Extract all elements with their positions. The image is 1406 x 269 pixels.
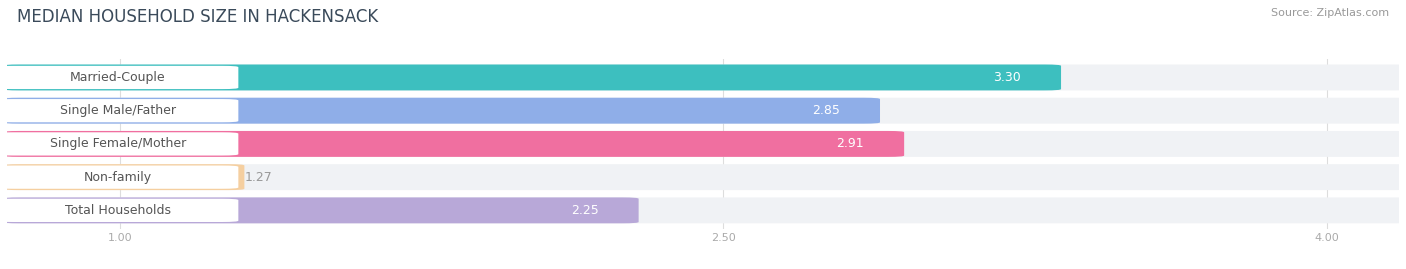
FancyBboxPatch shape — [0, 165, 239, 189]
Text: MEDIAN HOUSEHOLD SIZE IN HACKENSACK: MEDIAN HOUSEHOLD SIZE IN HACKENSACK — [17, 8, 378, 26]
FancyBboxPatch shape — [3, 164, 245, 190]
FancyBboxPatch shape — [0, 65, 1406, 90]
FancyBboxPatch shape — [0, 131, 1406, 157]
Text: Total Households: Total Households — [65, 204, 170, 217]
Text: 2.85: 2.85 — [811, 104, 839, 117]
FancyBboxPatch shape — [0, 164, 1406, 190]
Text: Married-Couple: Married-Couple — [70, 71, 166, 84]
Text: Non-family: Non-family — [83, 171, 152, 184]
FancyBboxPatch shape — [0, 99, 239, 122]
FancyBboxPatch shape — [3, 98, 880, 124]
Text: Single Female/Mother: Single Female/Mother — [49, 137, 186, 150]
FancyBboxPatch shape — [0, 66, 239, 89]
FancyBboxPatch shape — [0, 98, 1406, 124]
Text: Single Male/Father: Single Male/Father — [59, 104, 176, 117]
Text: 1.27: 1.27 — [245, 171, 273, 184]
FancyBboxPatch shape — [0, 132, 239, 155]
FancyBboxPatch shape — [3, 197, 638, 223]
Text: Source: ZipAtlas.com: Source: ZipAtlas.com — [1271, 8, 1389, 18]
FancyBboxPatch shape — [0, 199, 239, 222]
FancyBboxPatch shape — [0, 197, 1406, 223]
FancyBboxPatch shape — [3, 131, 904, 157]
Text: 3.30: 3.30 — [993, 71, 1021, 84]
FancyBboxPatch shape — [3, 65, 1062, 90]
Text: 2.91: 2.91 — [837, 137, 863, 150]
Text: 2.25: 2.25 — [571, 204, 599, 217]
